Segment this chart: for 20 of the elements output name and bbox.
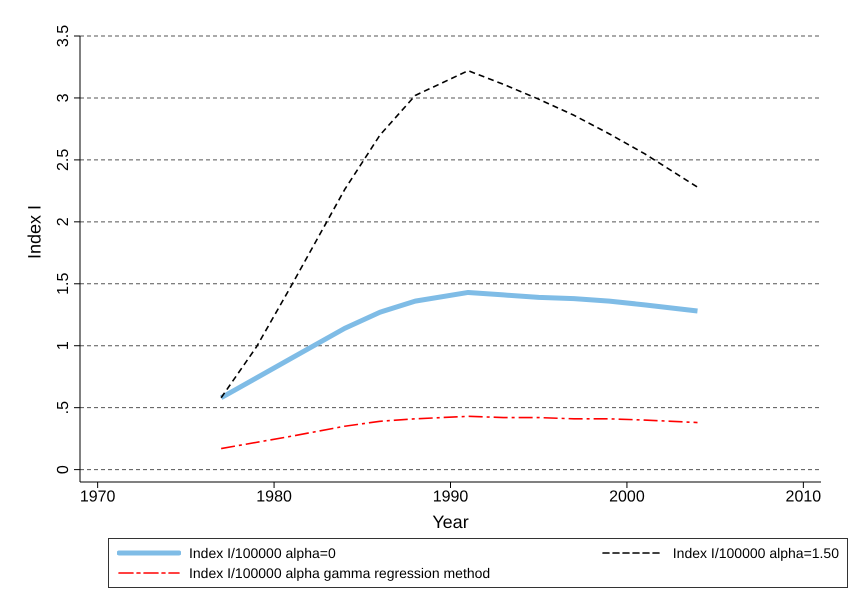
- legend-label: Index I/100000 alpha gamma regression method: [189, 565, 490, 581]
- x-tick-label: 2000: [609, 488, 645, 506]
- line-series: [220, 416, 698, 450]
- y-tick-label: 1.5: [55, 272, 72, 295]
- y-tick-label: 3: [55, 93, 72, 102]
- x-tick-label: 2010: [786, 488, 822, 506]
- y-axis-title: Index I: [24, 204, 44, 259]
- y-tick-label: 2.5: [55, 148, 72, 172]
- legend-label: Index I/100000 alpha=1.50: [672, 545, 839, 561]
- y-tick-label: .5: [55, 400, 72, 414]
- y-tick-label: 3.5: [55, 24, 72, 48]
- x-tick-label: 1970: [80, 488, 116, 506]
- y-tick-label: 1: [55, 341, 72, 350]
- x-axis-title: Year: [432, 512, 469, 532]
- y-tick-label: 2: [55, 217, 72, 226]
- x-tick-label: 1990: [432, 488, 468, 506]
- x-tick-label: 1980: [256, 488, 292, 506]
- line-series: [220, 70, 698, 399]
- legend-label: Index I/100000 alpha=0: [189, 545, 336, 561]
- y-tick-label: 0: [55, 465, 72, 474]
